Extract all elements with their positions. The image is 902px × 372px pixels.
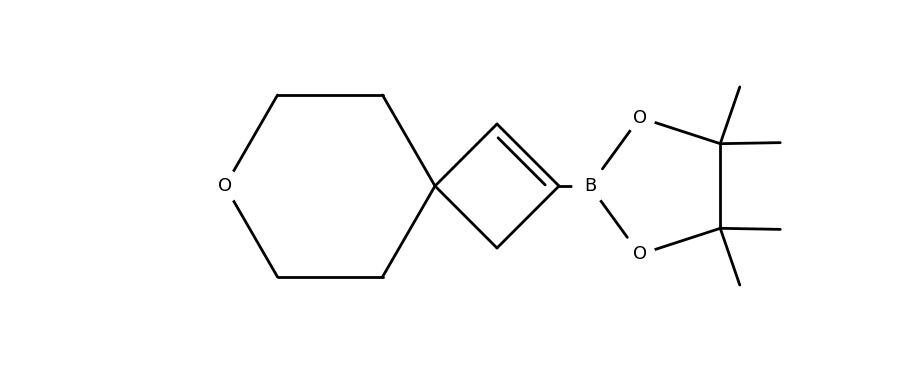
- Circle shape: [209, 170, 241, 202]
- Text: O: O: [632, 109, 647, 126]
- Circle shape: [625, 103, 655, 132]
- Text: O: O: [632, 246, 647, 263]
- Circle shape: [625, 240, 655, 269]
- Text: O: O: [218, 177, 232, 195]
- Text: B: B: [584, 177, 596, 195]
- Circle shape: [573, 169, 607, 203]
